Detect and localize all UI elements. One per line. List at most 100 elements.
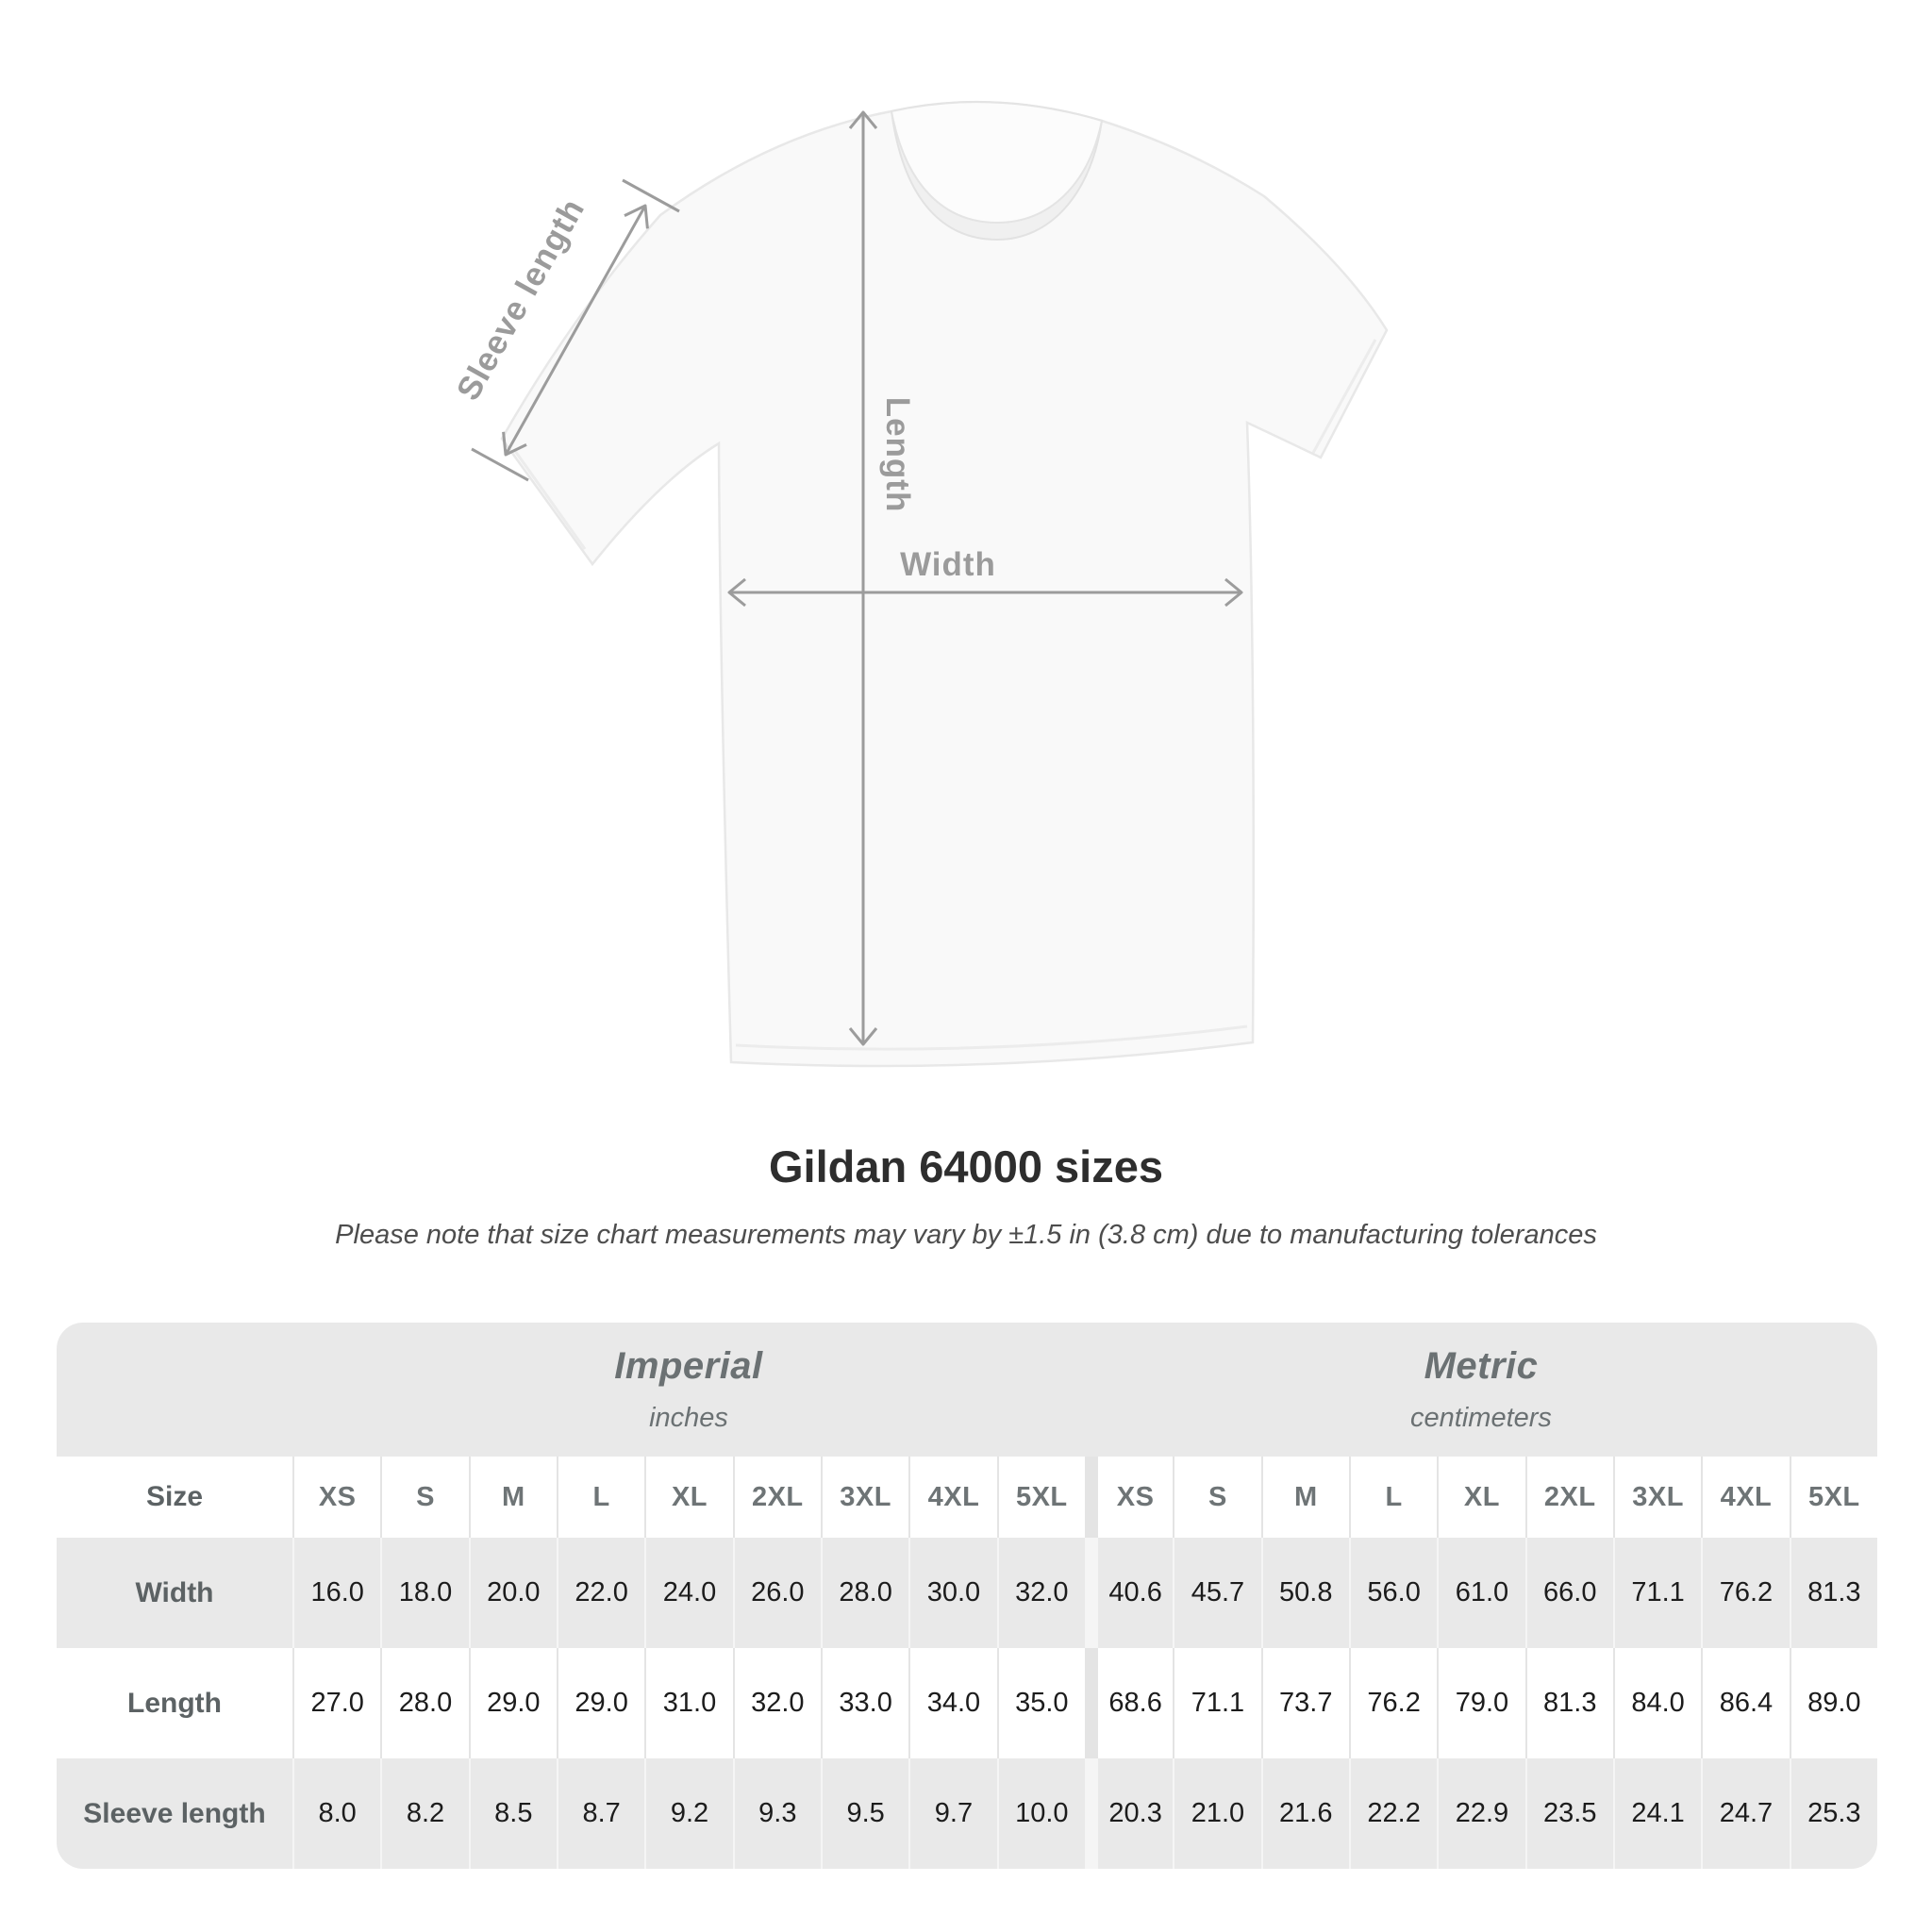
size-cell: 2XL — [1524, 1457, 1613, 1538]
value-cell: 79.0 — [1437, 1648, 1525, 1758]
sleeve-length-arrow — [471, 178, 680, 482]
value-cell: 29.0 — [468, 1648, 557, 1758]
size-cell: S — [1173, 1457, 1261, 1538]
value-cell: 50.8 — [1260, 1538, 1349, 1648]
value-cell: 29.0 — [556, 1648, 645, 1758]
size-cell: 3XL — [820, 1457, 909, 1538]
value-cell: 71.1 — [1612, 1538, 1702, 1648]
value-cell: 31.0 — [644, 1648, 733, 1758]
value-cell: 18.0 — [380, 1538, 469, 1648]
table-row-length: Length 27.0 28.0 29.0 29.0 31.0 32.0 33.… — [57, 1648, 1877, 1758]
size-cell: L — [556, 1457, 645, 1538]
imperial-group-unit: inches — [649, 1403, 728, 1433]
size-cell: 3XL — [1612, 1457, 1702, 1538]
metric-group-unit: centimeters — [1410, 1403, 1552, 1433]
value-cell: 28.0 — [380, 1648, 469, 1758]
value-cell: 8.2 — [380, 1758, 469, 1869]
value-cell: 32.0 — [996, 1538, 1085, 1648]
value-cell: 34.0 — [908, 1648, 997, 1758]
size-header-row: Size XS S M L XL 2XL 3XL 4XL 5XL XS S M … — [57, 1457, 1877, 1538]
value-cell: 66.0 — [1524, 1538, 1613, 1648]
size-cell: XL — [644, 1457, 733, 1538]
table-row-width: Width 16.0 18.0 20.0 22.0 24.0 26.0 28.0… — [57, 1538, 1877, 1648]
size-table-grid: Imperial inches Metric centimeters Size … — [57, 1323, 1877, 1869]
value-cell: 56.0 — [1348, 1538, 1438, 1648]
value-cell: 20.0 — [468, 1538, 557, 1648]
value-cell: 24.0 — [644, 1538, 733, 1648]
value-cell: 24.1 — [1612, 1758, 1702, 1869]
value-cell: 25.3 — [1789, 1758, 1877, 1869]
tshirt-collar-band — [890, 101, 1104, 225]
table-row-sleeve-length: Sleeve length 8.0 8.2 8.5 8.7 9.2 9.3 9.… — [57, 1758, 1877, 1869]
value-cell: 71.1 — [1173, 1648, 1261, 1758]
value-cell: 8.5 — [468, 1758, 557, 1869]
value-cell: 23.5 — [1524, 1758, 1613, 1869]
width-arrow — [727, 577, 1243, 608]
size-cell: 4XL — [908, 1457, 997, 1538]
value-cell: 16.0 — [292, 1538, 381, 1648]
value-cell: 27.0 — [292, 1648, 381, 1758]
value-cell: 68.6 — [1084, 1648, 1174, 1758]
value-cell: 9.5 — [820, 1758, 909, 1869]
tshirt-illustration — [500, 100, 1389, 1068]
size-cell: 2XL — [732, 1457, 821, 1538]
value-cell: 86.4 — [1701, 1648, 1790, 1758]
size-cell: 5XL — [996, 1457, 1085, 1538]
size-cell: XL — [1437, 1457, 1525, 1538]
metric-group-title: Metric — [1424, 1345, 1539, 1387]
value-cell: 76.2 — [1348, 1648, 1438, 1758]
size-cell: XS — [1084, 1457, 1174, 1538]
value-cell: 8.7 — [556, 1758, 645, 1869]
value-cell: 89.0 — [1789, 1648, 1877, 1758]
value-cell: 9.2 — [644, 1758, 733, 1869]
tshirt-body — [500, 100, 1389, 1068]
value-cell: 20.3 — [1084, 1758, 1174, 1869]
tshirt-bottom-hem — [735, 1024, 1248, 1051]
value-cell: 84.0 — [1612, 1648, 1702, 1758]
imperial-group-header: Imperial inches — [292, 1323, 1085, 1457]
value-cell: 21.6 — [1260, 1758, 1349, 1869]
size-table: Imperial inches Metric centimeters Size … — [57, 1323, 1877, 1869]
metric-group-header: Metric centimeters — [1084, 1323, 1877, 1457]
value-cell: 61.0 — [1437, 1538, 1525, 1648]
tolerance-note: Please note that size chart measurements… — [335, 1220, 1597, 1250]
value-cell: 26.0 — [732, 1538, 821, 1648]
value-cell: 28.0 — [820, 1538, 909, 1648]
value-cell: 22.0 — [556, 1538, 645, 1648]
value-cell: 30.0 — [908, 1538, 997, 1648]
value-cell: 10.0 — [996, 1758, 1085, 1869]
size-cell: XS — [292, 1457, 381, 1538]
value-cell: 22.9 — [1437, 1758, 1525, 1869]
value-cell: 21.0 — [1173, 1758, 1261, 1869]
size-cell: M — [468, 1457, 557, 1538]
row-label: Width — [57, 1538, 292, 1648]
value-cell: 8.0 — [292, 1758, 381, 1869]
value-cell: 32.0 — [732, 1648, 821, 1758]
size-cell: 5XL — [1789, 1457, 1877, 1538]
length-arrow — [848, 110, 878, 1046]
value-cell: 45.7 — [1173, 1538, 1261, 1648]
value-cell: 40.6 — [1084, 1538, 1174, 1648]
tshirt-diagram: Length Width Sleeve length — [450, 100, 1389, 1068]
value-cell: 81.3 — [1789, 1538, 1877, 1648]
value-cell: 81.3 — [1524, 1648, 1613, 1758]
value-cell: 73.7 — [1260, 1648, 1349, 1758]
value-cell: 35.0 — [996, 1648, 1085, 1758]
tshirt-right-sleeve-hem — [1311, 339, 1377, 454]
size-cell: S — [380, 1457, 469, 1538]
width-label: Width — [900, 546, 996, 583]
value-cell: 24.7 — [1701, 1758, 1790, 1869]
size-cell: L — [1348, 1457, 1438, 1538]
row-header-size: Size — [57, 1457, 292, 1538]
unit-group-row: Imperial inches Metric centimeters — [57, 1323, 1877, 1457]
page-title: Gildan 64000 sizes — [768, 1141, 1164, 1191]
value-cell: 9.7 — [908, 1758, 997, 1869]
corner-cell — [57, 1323, 292, 1457]
value-cell: 76.2 — [1701, 1538, 1790, 1648]
size-cell: 4XL — [1701, 1457, 1790, 1538]
value-cell: 9.3 — [732, 1758, 821, 1869]
row-label: Length — [57, 1648, 292, 1758]
tshirt-left-sleeve-hem — [513, 450, 587, 550]
value-cell: 22.2 — [1348, 1758, 1438, 1869]
row-label: Sleeve length — [57, 1758, 292, 1869]
